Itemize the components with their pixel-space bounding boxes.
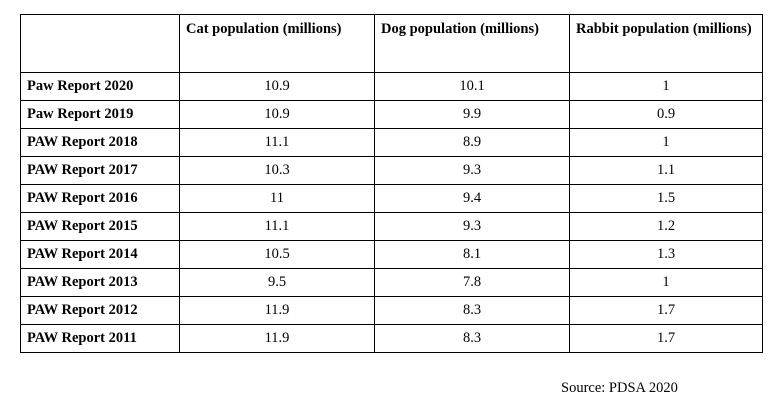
table-row: PAW Report 2014 10.5 8.1 1.3 — [20, 240, 763, 269]
cat-value: 9.5 — [179, 268, 375, 297]
cat-value: 10.9 — [179, 100, 375, 129]
cat-value: 10.3 — [179, 156, 375, 185]
dog-value: 9.3 — [374, 156, 570, 185]
table-row: PAW Report 2011 11.9 8.3 1.7 — [20, 324, 763, 353]
dog-value: 8.3 — [374, 296, 570, 325]
row-label: PAW Report 2016 — [20, 184, 180, 213]
cat-value: 10.9 — [179, 72, 375, 101]
dog-value: 9.3 — [374, 212, 570, 241]
table-row: PAW Report 2012 11.9 8.3 1.7 — [20, 296, 763, 325]
dog-value: 7.8 — [374, 268, 570, 297]
dog-value: 8.3 — [374, 324, 570, 353]
row-label: PAW Report 2015 — [20, 212, 180, 241]
header-cat-population: Cat population (millions) — [179, 14, 375, 73]
dog-value: 10.1 — [374, 72, 570, 101]
row-label: PAW Report 2018 — [20, 128, 180, 157]
rabbit-value: 1 — [569, 72, 763, 101]
table-row: PAW Report 2018 11.1 8.9 1 — [20, 128, 763, 157]
dog-value: 8.9 — [374, 128, 570, 157]
table-row: PAW Report 2016 11 9.4 1.5 — [20, 184, 763, 213]
dog-value: 9.9 — [374, 100, 570, 129]
rabbit-value: 1.7 — [569, 324, 763, 353]
cat-value: 11.9 — [179, 296, 375, 325]
row-label: PAW Report 2017 — [20, 156, 180, 185]
pet-population-table: Cat population (millions) Dog population… — [20, 14, 763, 353]
rabbit-value: 1.1 — [569, 156, 763, 185]
rabbit-value: 1.7 — [569, 296, 763, 325]
table-row: PAW Report 2017 10.3 9.3 1.1 — [20, 156, 763, 185]
cat-value: 11.1 — [179, 128, 375, 157]
rabbit-value: 1 — [569, 268, 763, 297]
cat-value: 10.5 — [179, 240, 375, 269]
row-label: Paw Report 2020 — [20, 72, 180, 101]
header-dog-population: Dog population (millions) — [374, 14, 570, 73]
row-label: PAW Report 2014 — [20, 240, 180, 269]
table-row: PAW Report 2015 11.1 9.3 1.2 — [20, 212, 763, 241]
rabbit-value: 1.3 — [569, 240, 763, 269]
rabbit-value: 1.2 — [569, 212, 763, 241]
header-rabbit-population: Rabbit population (millions) — [569, 14, 763, 73]
rabbit-value: 0.9 — [569, 100, 763, 129]
cat-value: 11.9 — [179, 324, 375, 353]
cat-value: 11 — [179, 184, 375, 213]
table-header-row: Cat population (millions) Dog population… — [20, 14, 763, 73]
cat-value: 11.1 — [179, 212, 375, 241]
rabbit-value: 1.5 — [569, 184, 763, 213]
row-label: Paw Report 2019 — [20, 100, 180, 129]
row-label: PAW Report 2011 — [20, 324, 180, 353]
row-label: PAW Report 2013 — [20, 268, 180, 297]
source-note: Source: PDSA 2020 — [561, 380, 678, 396]
table-row: Paw Report 2020 10.9 10.1 1 — [20, 72, 763, 101]
row-label: PAW Report 2012 — [20, 296, 180, 325]
dog-value: 8.1 — [374, 240, 570, 269]
table-row: Paw Report 2019 10.9 9.9 0.9 — [20, 100, 763, 129]
table-row: PAW Report 2013 9.5 7.8 1 — [20, 268, 763, 297]
dog-value: 9.4 — [374, 184, 570, 213]
rabbit-value: 1 — [569, 128, 763, 157]
header-empty-cell — [20, 14, 180, 73]
